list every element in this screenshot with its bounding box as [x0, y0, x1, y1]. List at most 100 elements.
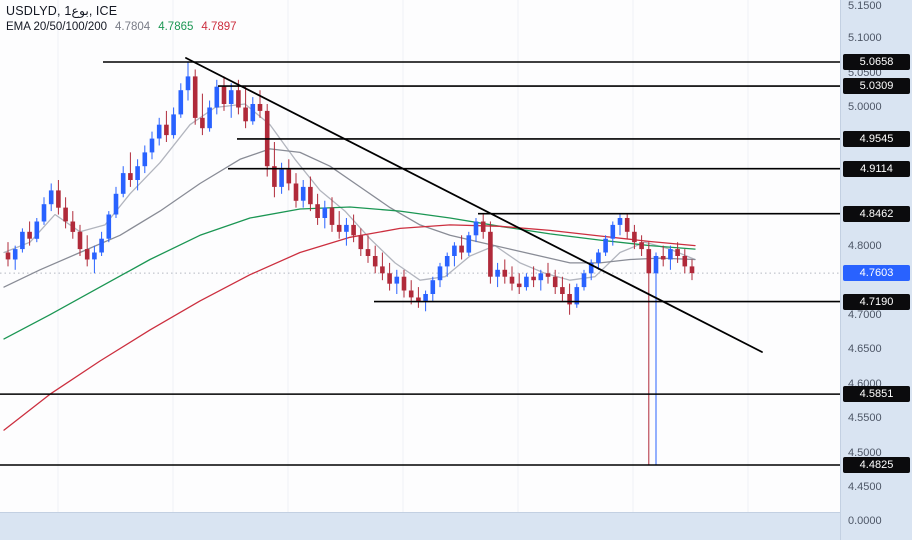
candle-body [315, 204, 320, 218]
level-price-badge[interactable]: 4.4825 [843, 457, 910, 473]
ema-line [3, 148, 696, 288]
level-price-badge[interactable]: 4.9545 [843, 130, 910, 147]
price-tick-label: 4.7000 [848, 308, 882, 321]
candle-body [41, 204, 47, 222]
candle-body [488, 231, 493, 277]
candle-body [473, 221, 479, 236]
candle-body [646, 249, 652, 274]
price-tick-label: 5.1500 [848, 0, 882, 12]
candle-body [286, 169, 292, 184]
ema-legend[interactable]: EMA 20/50/100/200 4.7804 4.7865 4.7897 [6, 21, 237, 33]
candle-body [632, 231, 637, 243]
candle-body [596, 252, 601, 263]
candle-body [437, 266, 443, 281]
candle-body [171, 114, 176, 136]
candle-body [192, 76, 198, 118]
level-price-badge[interactable]: 4.5851 [843, 386, 910, 403]
candle-body [27, 231, 32, 239]
candle-body [466, 235, 472, 253]
candle-body [610, 224, 616, 239]
candle-body [250, 104, 256, 122]
candle-body [603, 238, 608, 253]
ema-label: EMA 20/50/100/200 [6, 21, 108, 33]
candle-body [423, 294, 428, 301]
chart-legend: USDLYD, 1بوع, ICE EMA 20/50/100/200 4.780… [6, 3, 237, 33]
candle-body [99, 238, 104, 253]
candle-body [164, 124, 169, 136]
candle-body [142, 152, 148, 167]
candle-body [660, 256, 666, 260]
candle-body [113, 193, 119, 215]
candle-body [70, 221, 76, 232]
candle-body [675, 249, 680, 256]
candle-body [408, 290, 414, 298]
price-tick-label: 4.5500 [848, 412, 882, 425]
candle-body [34, 221, 40, 239]
candle-body [560, 287, 565, 294]
price-tick-label-zero: 0.0000 [848, 515, 882, 527]
price-tick-label: 4.8000 [848, 239, 882, 252]
last-price-badge[interactable]: 4.7603 [843, 265, 910, 282]
candle-body [394, 276, 400, 284]
candle-body [538, 273, 544, 281]
candle-body [120, 173, 126, 194]
candle-body [653, 256, 659, 274]
candle-body [128, 173, 133, 180]
candle-body [624, 218, 630, 232]
candle-body [531, 276, 536, 281]
ema-line [3, 206, 696, 340]
candle-body [293, 183, 299, 201]
candle-body [207, 107, 212, 129]
ema-value-100: 4.7865 [158, 21, 194, 33]
candle-body [336, 224, 342, 232]
price-tick-label: 4.5000 [848, 446, 882, 459]
candle-body [372, 256, 378, 267]
candle-body [214, 86, 220, 108]
candle-body [48, 190, 54, 205]
candle-body [581, 273, 587, 288]
level-price-badge[interactable]: 5.0658 [843, 54, 910, 70]
ema-line [3, 103, 696, 281]
candle-body [574, 287, 580, 305]
price-axis[interactable]: 5.1500 5.1000 5.0500 5.0000 4.8000 4.7000 4.65… [840, 0, 912, 540]
candle-body [351, 224, 356, 236]
candle-body [221, 86, 227, 104]
candle-body [502, 269, 508, 277]
candle-body [308, 186, 313, 205]
candle-body [300, 186, 306, 201]
candle-body [552, 276, 558, 288]
candle-body [63, 207, 68, 222]
candle-body [588, 262, 594, 274]
symbol-title[interactable]: USDLYD, 1بوع, ICE [6, 4, 118, 18]
time-axis[interactable] [0, 512, 840, 540]
candle-body [92, 252, 97, 260]
candle-body [365, 249, 371, 256]
level-price-badge[interactable]: 4.7190 [843, 293, 910, 310]
candle-body [243, 107, 248, 122]
candle-body [106, 214, 112, 239]
candle-body [617, 218, 623, 225]
price-tick-label: 4.4500 [848, 481, 882, 494]
candle-body [228, 90, 234, 104]
candle-body [322, 207, 328, 218]
candle-body [459, 245, 464, 253]
candle-body [509, 276, 515, 284]
level-price-badge[interactable]: 4.8462 [843, 205, 910, 222]
candle-body [84, 249, 90, 260]
candle-body [236, 90, 241, 108]
price-chart-pane[interactable]: USDLYD, 1بوع, ICE EMA 20/50/100/200 4.780… [0, 0, 840, 512]
ema-line [3, 224, 696, 431]
level-price-badge[interactable]: 5.0309 [843, 78, 910, 95]
candle-body [387, 273, 392, 284]
ema-value-200: 4.7897 [201, 21, 237, 33]
trendline[interactable] [185, 57, 763, 353]
candle-body [516, 283, 522, 288]
level-price-badge[interactable]: 4.9114 [843, 160, 910, 177]
candle-body [401, 276, 407, 291]
price-tick-label: 4.6500 [848, 343, 882, 356]
candle-body [200, 117, 205, 129]
candle-body [149, 138, 155, 153]
candle-body [416, 297, 421, 301]
candle-body [156, 124, 162, 139]
